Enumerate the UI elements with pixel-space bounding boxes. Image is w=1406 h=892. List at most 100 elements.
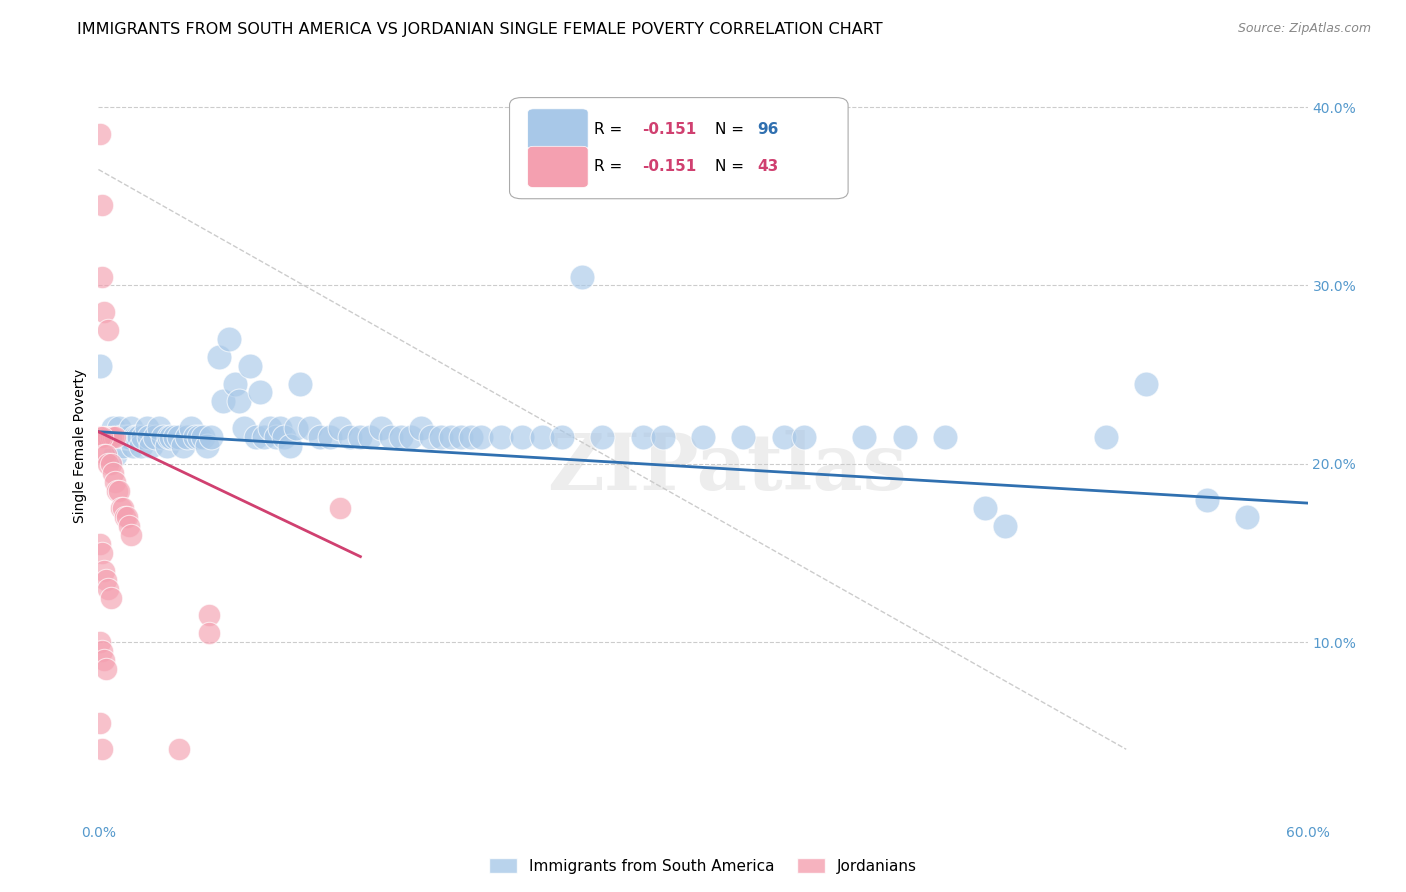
Point: [93, 430, 115, 444]
Point: [349, 430, 371, 444]
Point: [152, 430, 174, 444]
Point: [218, 332, 240, 346]
Point: [409, 421, 432, 435]
Point: [89, 127, 111, 141]
Point: [135, 421, 157, 435]
Point: [934, 430, 956, 444]
Point: [103, 448, 125, 462]
Text: -0.151: -0.151: [643, 159, 697, 174]
Point: [160, 430, 183, 444]
Text: 43: 43: [758, 159, 779, 174]
Point: [772, 430, 794, 444]
Point: [89, 715, 111, 730]
Point: [110, 501, 132, 516]
Point: [132, 430, 155, 444]
Point: [259, 421, 281, 435]
Point: [1135, 376, 1157, 391]
Legend: Immigrants from South America, Jordanians: Immigrants from South America, Jordanian…: [482, 852, 924, 880]
Point: [115, 510, 138, 524]
Point: [163, 430, 186, 444]
Point: [139, 439, 162, 453]
Point: [440, 430, 463, 444]
Point: [91, 198, 114, 212]
Point: [329, 421, 352, 435]
Point: [143, 430, 166, 444]
Point: [339, 430, 361, 444]
Point: [399, 430, 422, 444]
FancyBboxPatch shape: [509, 97, 848, 199]
Point: [91, 430, 114, 444]
Point: [101, 466, 124, 480]
Point: [264, 430, 287, 444]
Point: [571, 269, 593, 284]
Point: [93, 448, 115, 462]
Point: [91, 644, 114, 658]
Text: N =: N =: [716, 121, 749, 136]
Point: [1095, 430, 1118, 444]
Point: [278, 439, 301, 453]
Point: [551, 430, 574, 444]
Point: [284, 421, 307, 435]
Point: [120, 421, 142, 435]
Point: [124, 430, 146, 444]
Point: [118, 430, 141, 444]
Point: [157, 430, 180, 444]
Point: [103, 475, 125, 489]
Point: [97, 430, 120, 444]
Point: [91, 546, 114, 560]
Point: [100, 591, 122, 605]
Point: [93, 305, 115, 319]
Text: N =: N =: [716, 159, 749, 174]
Point: [692, 430, 714, 444]
Point: [118, 519, 141, 533]
Point: [232, 421, 254, 435]
Point: [172, 439, 194, 453]
Point: [128, 430, 150, 444]
Text: R =: R =: [595, 121, 627, 136]
Text: -0.151: -0.151: [643, 121, 697, 136]
Point: [370, 421, 392, 435]
Point: [793, 430, 815, 444]
Point: [148, 421, 170, 435]
Point: [114, 430, 136, 444]
Point: [111, 439, 134, 453]
Point: [96, 430, 118, 444]
Point: [105, 430, 128, 444]
Point: [89, 537, 111, 551]
Point: [994, 519, 1017, 533]
Point: [329, 501, 352, 516]
Text: ZIPatlas: ZIPatlas: [547, 431, 907, 507]
Point: [273, 430, 295, 444]
FancyBboxPatch shape: [527, 146, 588, 187]
Point: [853, 430, 876, 444]
Point: [510, 430, 533, 444]
Point: [96, 662, 118, 676]
Point: [96, 430, 118, 444]
Point: [93, 430, 115, 444]
Point: [97, 430, 120, 444]
Text: R =: R =: [595, 159, 627, 174]
Point: [450, 430, 472, 444]
Point: [103, 430, 125, 444]
Point: [97, 323, 120, 337]
Point: [420, 430, 443, 444]
Point: [138, 430, 160, 444]
Point: [129, 439, 152, 453]
Point: [111, 501, 134, 516]
Point: [115, 430, 138, 444]
Point: [100, 457, 122, 471]
Point: [245, 430, 267, 444]
Point: [184, 430, 207, 444]
Point: [974, 501, 997, 516]
Point: [100, 430, 122, 444]
Point: [114, 510, 136, 524]
Point: [101, 421, 124, 435]
Point: [180, 421, 202, 435]
Point: [631, 430, 654, 444]
Point: [591, 430, 613, 444]
Point: [224, 376, 246, 391]
Point: [121, 439, 143, 453]
Point: [491, 430, 513, 444]
Text: Source: ZipAtlas.com: Source: ZipAtlas.com: [1237, 22, 1371, 36]
Point: [319, 430, 342, 444]
